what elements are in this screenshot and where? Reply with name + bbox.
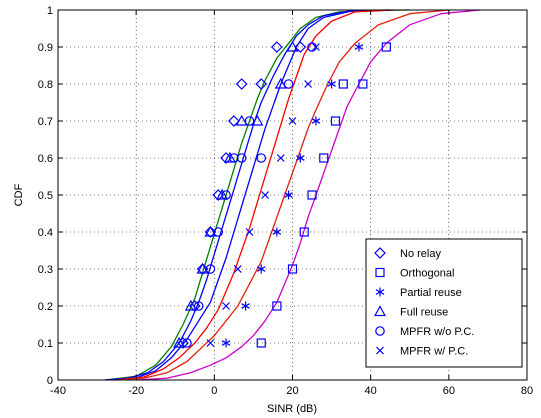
marker-triangle [196, 262, 209, 274]
marker-circle [182, 338, 192, 348]
marker-diamond [255, 78, 268, 90]
marker-triangle [235, 114, 248, 126]
cdf-curve [116, 9, 395, 381]
marker-square [307, 190, 317, 200]
marker-square [256, 338, 266, 348]
y-tick-label: 0.6 [38, 153, 53, 165]
legend-box [365, 238, 523, 368]
marker-x [233, 265, 242, 273]
y-tick-label: 0.4 [38, 227, 53, 239]
series-curves [104, 9, 481, 381]
y-tick-label: 0.2 [38, 301, 53, 313]
marker-circle [221, 190, 231, 200]
marker-asterisk [221, 338, 231, 348]
cdf-curve [136, 9, 481, 381]
marker-square [358, 79, 368, 89]
x-axis-label: SINR (dB) [267, 403, 317, 415]
marker-circle [193, 301, 204, 311]
y-tick-label: 0.9 [38, 42, 53, 54]
x-tick-label: -20 [128, 385, 144, 397]
marker-triangle [204, 225, 217, 237]
marker-diamond [271, 41, 283, 53]
marker-diamond [188, 300, 201, 312]
marker-diamond [228, 115, 240, 127]
marker-triangle [173, 336, 186, 348]
axis-ticks: -40 -20 0 20 40 60 80 0 0.1 0.2 0.3 0.4 0.5 0.6 0.7 0.8… [38, 5, 533, 397]
marker-diamond [235, 78, 248, 90]
legend-label: Full reuse [400, 307, 448, 319]
marker-triangle [223, 151, 236, 163]
marker-asterisk [296, 153, 305, 163]
legend-label: Partial reuse [400, 287, 462, 299]
marker-circle [205, 264, 216, 274]
marker-x [206, 339, 215, 347]
legend-label: MPFR w/ P.C. [400, 346, 468, 358]
x-tick-label: 60 [443, 385, 455, 397]
marker-diamond [294, 41, 307, 53]
marker-square [338, 79, 348, 89]
cdf-curve [112, 9, 391, 381]
x-tick-label: 80 [521, 385, 533, 397]
x-tick-label: 0 [211, 385, 217, 397]
marker-asterisk [311, 116, 321, 126]
marker-triangle [373, 305, 387, 317]
marker-diamond [177, 337, 189, 349]
marker-asterisk [375, 287, 385, 297]
y-tick-label: 1 [47, 5, 53, 17]
x-tick-label: 20 [286, 385, 298, 397]
marker-circle [256, 153, 267, 163]
legend: No relay Orthogonal Partial reuse Full reus… [365, 238, 523, 368]
cdf-curve [116, 9, 449, 381]
marker-diamond [374, 247, 386, 259]
marker-square [287, 264, 298, 274]
marker-x [245, 228, 254, 236]
marker-x [222, 302, 230, 310]
cdf-curve [104, 9, 391, 381]
marker-x [261, 191, 270, 199]
marker-square [319, 153, 329, 163]
marker-x [288, 117, 297, 125]
marker-x [312, 43, 320, 51]
marker-asterisk [354, 42, 364, 52]
marker-circle [283, 79, 294, 89]
legend-label: Orthogonal [400, 268, 454, 280]
y-tick-label: 0 [47, 375, 53, 387]
legend-label: MPFR w/o P.C. [400, 326, 474, 338]
marker-triangle [251, 114, 264, 126]
marker-triangle [274, 77, 287, 89]
marker-x [376, 346, 384, 355]
y-tick-label: 0.3 [38, 264, 53, 276]
marker-circle [375, 326, 385, 336]
x-tick-label: -40 [50, 385, 66, 397]
marker-square [272, 301, 282, 311]
marker-asterisk [241, 301, 250, 311]
marker-asterisk [327, 79, 336, 89]
marker-triangle [286, 40, 299, 52]
marker-square [330, 116, 341, 126]
y-tick-label: 0.8 [38, 79, 53, 91]
y-axis-label: CDF [13, 183, 25, 206]
marker-x [276, 154, 285, 162]
marker-x [304, 80, 313, 88]
marker-triangle [216, 188, 229, 200]
legend-label: No relay [400, 248, 441, 260]
marker-asterisk [284, 190, 293, 200]
marker-circle [213, 227, 224, 237]
marker-square [299, 227, 309, 237]
marker-asterisk [256, 264, 266, 274]
y-tick-label: 0.5 [38, 190, 53, 202]
marker-circle [236, 153, 247, 163]
y-tick-label: 0.7 [38, 116, 53, 128]
marker-square [375, 267, 385, 278]
marker-asterisk [272, 227, 282, 237]
marker-circle [244, 116, 255, 126]
x-tick-label: 40 [365, 385, 377, 397]
y-tick-label: 0.1 [38, 338, 53, 350]
marker-triangle [184, 299, 197, 311]
marker-square [381, 42, 391, 52]
series-markers [173, 40, 391, 349]
